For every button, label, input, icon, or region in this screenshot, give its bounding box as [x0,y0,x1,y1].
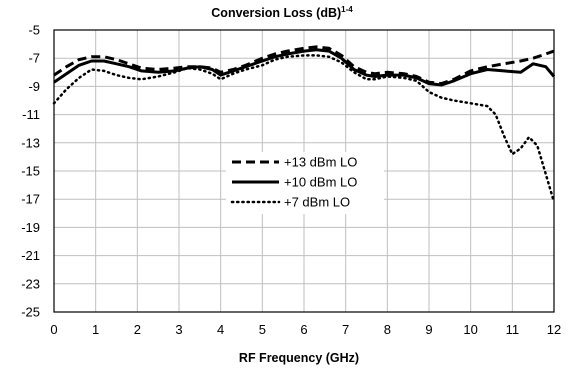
y-tick-label: -9 [28,79,40,94]
series-line-3 [52,54,556,204]
plot-frame [53,29,555,313]
y-tick-label: -25 [21,305,40,320]
chart-title: Conversion Loss (dB)1-4 [211,5,353,20]
x-tick-label: 8 [384,322,391,337]
legend-label-2: +10 dBm LO [284,175,357,190]
x-tick-label: 5 [259,322,266,337]
chart-title-superscript: 1-4 [341,5,353,14]
legend-label-3: +7 dBm LO [284,195,350,210]
series-line-1 [53,45,555,86]
x-tick-label: 9 [425,322,432,337]
x-tick-label: 2 [134,322,141,337]
legend-label-1: +13 dBm LO [284,155,357,170]
x-tick-label: 12 [547,322,561,337]
series-layer [52,45,556,204]
y-tick-label: -13 [21,135,40,150]
y-axis-tick-labels: -5 -7 -9 -11 -13 -15 -17 -19 -21 -23 -25 [21,23,40,320]
x-axis-label: RF Frequency (GHz) [239,351,359,365]
x-tick-label: 11 [506,322,520,337]
y-tick-label: -7 [28,51,40,66]
legend: +13 dBm LO +10 dBm LO +7 dBm LO [226,152,384,214]
x-tick-label: 3 [175,322,182,337]
y-tick-label: -23 [21,276,40,291]
x-tick-label: 10 [463,322,477,337]
y-tick-label: -15 [21,164,40,179]
y-tick-label: -17 [21,192,40,207]
y-tick-label: -5 [28,23,40,38]
x-tick-label: 0 [50,322,57,337]
x-tick-label: 6 [300,322,307,337]
x-tick-label: 7 [342,322,349,337]
chart-title-text: Conversion Loss (dB) [211,6,341,20]
y-tick-label: -21 [21,248,40,263]
y-tick-label: -19 [21,220,40,235]
x-axis-tick-labels: 0 1 2 3 4 5 6 7 8 9 10 11 12 [50,322,561,337]
x-tick-label: 4 [217,322,224,337]
y-tick-label: -11 [22,107,40,122]
series-line-2 [53,48,556,87]
x-tick-label: 1 [92,322,99,337]
